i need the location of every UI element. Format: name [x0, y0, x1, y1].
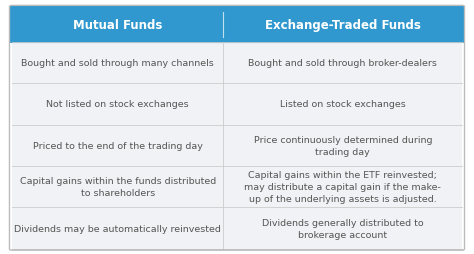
- Bar: [12, 166, 462, 208]
- Bar: [12, 43, 462, 84]
- Text: Bought and sold through broker-dealers: Bought and sold through broker-dealers: [248, 59, 437, 68]
- Text: Listed on stock exchanges: Listed on stock exchanges: [280, 100, 406, 109]
- Text: Exchange-Traded Funds: Exchange-Traded Funds: [265, 19, 421, 31]
- FancyBboxPatch shape: [9, 6, 465, 44]
- Text: Mutual Funds: Mutual Funds: [73, 19, 163, 31]
- Bar: [12, 125, 462, 166]
- Text: Dividends generally distributed to
brokerage account: Dividends generally distributed to broke…: [262, 218, 424, 239]
- Bar: [12, 27, 462, 43]
- Text: Price continuously determined during
trading day: Price continuously determined during tra…: [254, 135, 432, 156]
- Text: Capital gains within the ETF reinvested;
may distribute a capital gain if the ma: Capital gains within the ETF reinvested;…: [245, 170, 441, 204]
- Text: Bought and sold through many channels: Bought and sold through many channels: [21, 59, 214, 68]
- Text: Capital gains within the funds distributed
to shareholders: Capital gains within the funds distribut…: [19, 177, 216, 198]
- Text: Dividends may be automatically reinvested: Dividends may be automatically reinveste…: [14, 224, 221, 233]
- Text: Priced to the end of the trading day: Priced to the end of the trading day: [33, 141, 202, 150]
- Bar: [12, 208, 462, 249]
- Bar: [12, 84, 462, 125]
- Text: Not listed on stock exchanges: Not listed on stock exchanges: [46, 100, 189, 109]
